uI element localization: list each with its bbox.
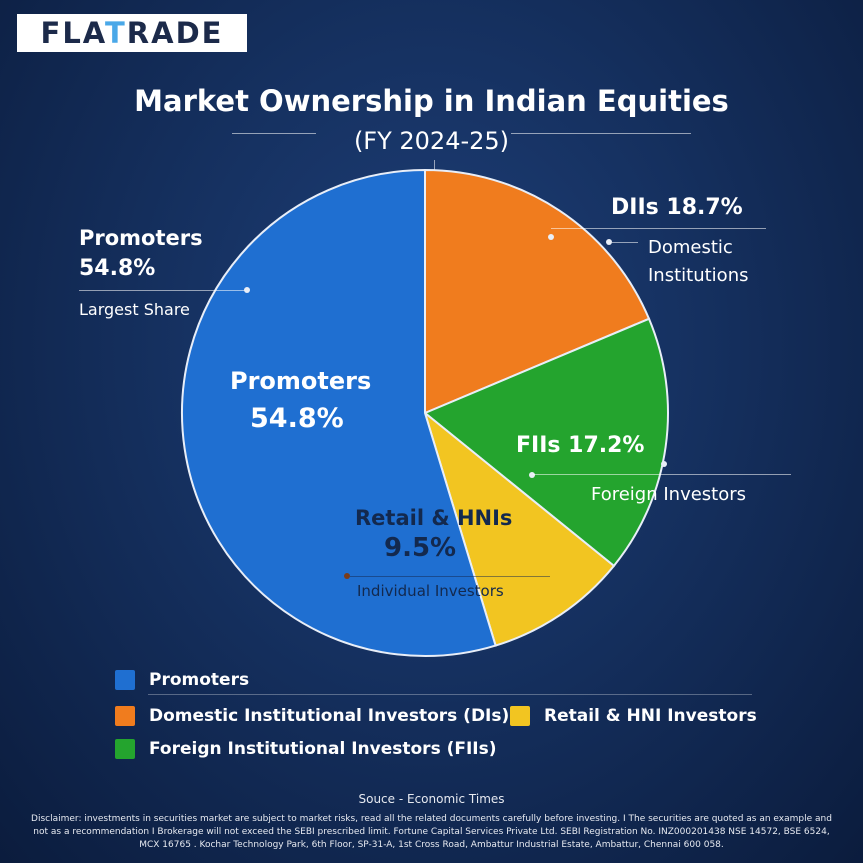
- flattrade-logo: FLATRADE: [17, 14, 247, 52]
- retail-leader-dot: [344, 573, 350, 579]
- chart-subtitle: (FY 2024-25): [353, 127, 510, 155]
- legend-item-diis: Domestic Institutional Investors (DIs): [115, 706, 509, 726]
- legend-label-fiis: Foreign Institutional Investors (FIIs): [149, 739, 497, 759]
- pie-slice-retail-hnis: [423, 410, 616, 647]
- legend-item-promoters: Promoters: [115, 670, 249, 690]
- fiis-leader-dot-outer: [661, 461, 667, 467]
- title-rule-left: [232, 133, 316, 134]
- title-rule-right: [511, 133, 691, 134]
- legend-swatch-promoters: [115, 670, 135, 690]
- promoters-slice-label: Promoters: [230, 367, 372, 395]
- retail-slice-label: Retail & HNIs: [355, 506, 513, 530]
- retail-leader-line: [350, 576, 550, 577]
- promoters-leader-line: [79, 290, 247, 291]
- diis-annotation-note-2: Institutions: [648, 265, 749, 286]
- diis-leader-line: [551, 228, 766, 229]
- legend-label-diis: Domestic Institutional Investors (DIs): [149, 706, 510, 726]
- legend-divider: [148, 694, 752, 695]
- legend-item-retail: Retail & HNI Investors: [510, 706, 757, 726]
- retail-slice-note: Individual Investors: [357, 582, 504, 600]
- legend-swatch-diis: [115, 706, 135, 726]
- promoters-annotation-title: Promoters: [79, 226, 203, 250]
- legend-label-retail: Retail & HNI Investors: [544, 706, 757, 726]
- legend-label-promoters: Promoters: [149, 670, 250, 690]
- fiis-annotation-note: Foreign Investors: [591, 484, 747, 505]
- logo-text: FLATRADE: [40, 16, 224, 50]
- legend-swatch-fiis: [115, 739, 135, 759]
- chart-title: Market Ownership in Indian Equities: [134, 84, 729, 118]
- legend-swatch-retail: [510, 706, 530, 726]
- pie-slice-promoters: [181, 168, 497, 657]
- disclaimer-text: Disclaimer: investments in securities ma…: [31, 814, 832, 850]
- fiis-slice-label: FIIs 17.2%: [516, 433, 645, 458]
- promoters-annotation-pct: 54.8%: [79, 256, 156, 281]
- legend-item-fiis: Foreign Institutional Investors (FIIs): [115, 739, 497, 759]
- diis-annotation-title: DIIs 18.7%: [611, 195, 743, 220]
- diis-leader-dot: [548, 234, 554, 240]
- pie-slice-diis: [424, 168, 651, 415]
- fiis-leader-dot-inner: [529, 472, 535, 478]
- retail-slice-pct: 9.5%: [384, 533, 457, 563]
- fiis-leader-line: [533, 474, 791, 475]
- pie-slice-fiis: [423, 317, 669, 568]
- source-note: Souce - Economic Times: [358, 792, 505, 806]
- promoters-slice-pct: 54.8%: [250, 403, 344, 434]
- promoters-annotation-note: Largest Share: [79, 300, 190, 319]
- diis-annotation-note-1: Domestic: [648, 237, 733, 258]
- diis-note-line: [612, 242, 638, 243]
- promoters-leader-dot: [244, 287, 250, 293]
- diis-note-dot: [606, 239, 612, 245]
